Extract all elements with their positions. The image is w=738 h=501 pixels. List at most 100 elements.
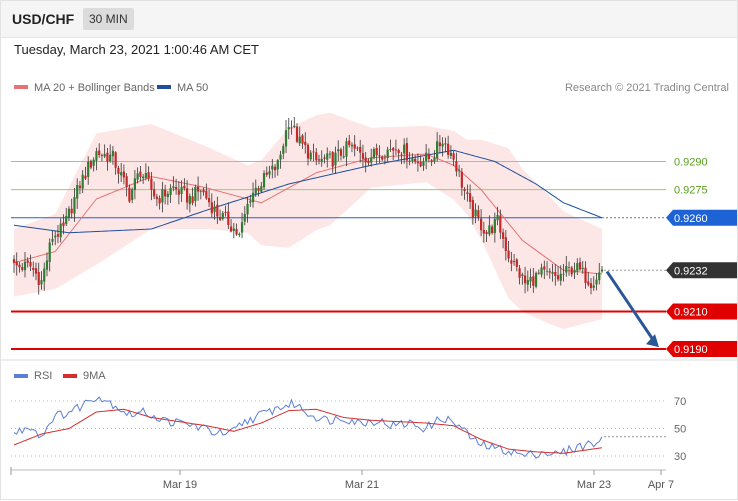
candle [128,184,131,203]
candle [474,203,477,224]
level-tag-0.9190 [666,341,737,357]
candle [136,167,139,184]
candle [372,147,376,160]
candle [414,155,417,165]
candle [48,238,51,272]
candle [480,209,483,237]
candle [29,254,32,272]
candle [78,180,82,195]
candle [186,180,189,210]
candle [284,120,288,153]
candle [282,143,285,160]
candle [18,261,21,273]
rsi-tick-70: 70 [674,396,686,408]
candle [485,230,488,242]
candle [361,144,365,168]
candle [447,135,450,159]
candle [375,143,378,164]
candle [238,232,241,238]
candle [114,151,117,175]
candle [510,251,513,272]
candle [227,202,230,230]
candle [95,147,98,171]
level-tag-0.9232 [666,262,737,279]
candle [142,174,145,184]
credit-label: Research © 2021 Trading Central [565,82,729,94]
price-level-labels: 0.9290 0.9275 0.9260 0.9232 0.9210 0.9190 [666,157,737,357]
candle [466,184,469,202]
candle [320,150,323,167]
candle [92,157,95,172]
candle [370,148,373,167]
candle [477,205,480,221]
candle [84,166,87,181]
candle [543,260,546,280]
candle [455,152,458,177]
candle [73,187,76,222]
candle [265,166,268,177]
candle [518,264,521,285]
candle [422,157,425,171]
candle [444,137,447,153]
candle [576,258,579,276]
candle [199,189,202,200]
candle [567,261,571,276]
candle [598,262,601,285]
candle [183,178,186,191]
candle [213,200,216,220]
rsi-tick-30: 30 [674,451,686,463]
candle [117,165,120,184]
candle [383,154,387,165]
candle [359,139,362,163]
rsi-ma-legend-label: 9MA [83,370,106,382]
candle [172,176,175,192]
candle [441,137,444,157]
candle [353,135,356,157]
ma50-line [13,149,603,234]
candle [345,137,348,167]
candle [210,193,213,218]
ma50-legend-label: MA 50 [177,82,208,94]
candle [469,184,472,209]
candle [584,261,587,289]
candle [111,146,115,165]
candle [243,206,246,226]
candle [419,155,422,168]
candle [76,178,79,209]
candle [548,268,551,279]
candle [268,165,271,179]
candle [411,153,414,164]
level-tag-0.9210 [666,303,737,320]
candle [559,265,562,286]
candle [125,173,128,197]
candle [56,224,60,244]
candle [51,230,54,246]
candle [458,164,461,178]
candle [501,228,505,249]
candle [100,153,104,162]
candle [493,212,496,243]
candlesticks [12,116,604,295]
rsi-legend-label: RSI [34,370,52,382]
x-axis: Mar 19 Mar 21 Mar 23 Apr 7 [10,467,674,491]
candle [471,196,474,225]
candle [515,258,518,272]
candle [23,251,27,278]
candle [565,255,568,277]
candle [122,164,126,185]
candle [89,159,93,170]
candle [507,241,510,263]
candle [155,193,158,207]
level-label-0.9275: 0.9275 [674,185,708,197]
candle [45,252,49,277]
candle [235,223,238,236]
candle [164,184,167,205]
timeframe-button[interactable]: 30 MIN [83,8,134,30]
candle [218,209,222,221]
candle [389,139,392,152]
rsi-legend-swatch [14,374,28,378]
rsi-tick-50: 50 [674,424,686,436]
ma20-line [13,153,603,275]
arrow-shaft [605,270,656,342]
level-label-0.9260: 0.9260 [674,213,708,225]
